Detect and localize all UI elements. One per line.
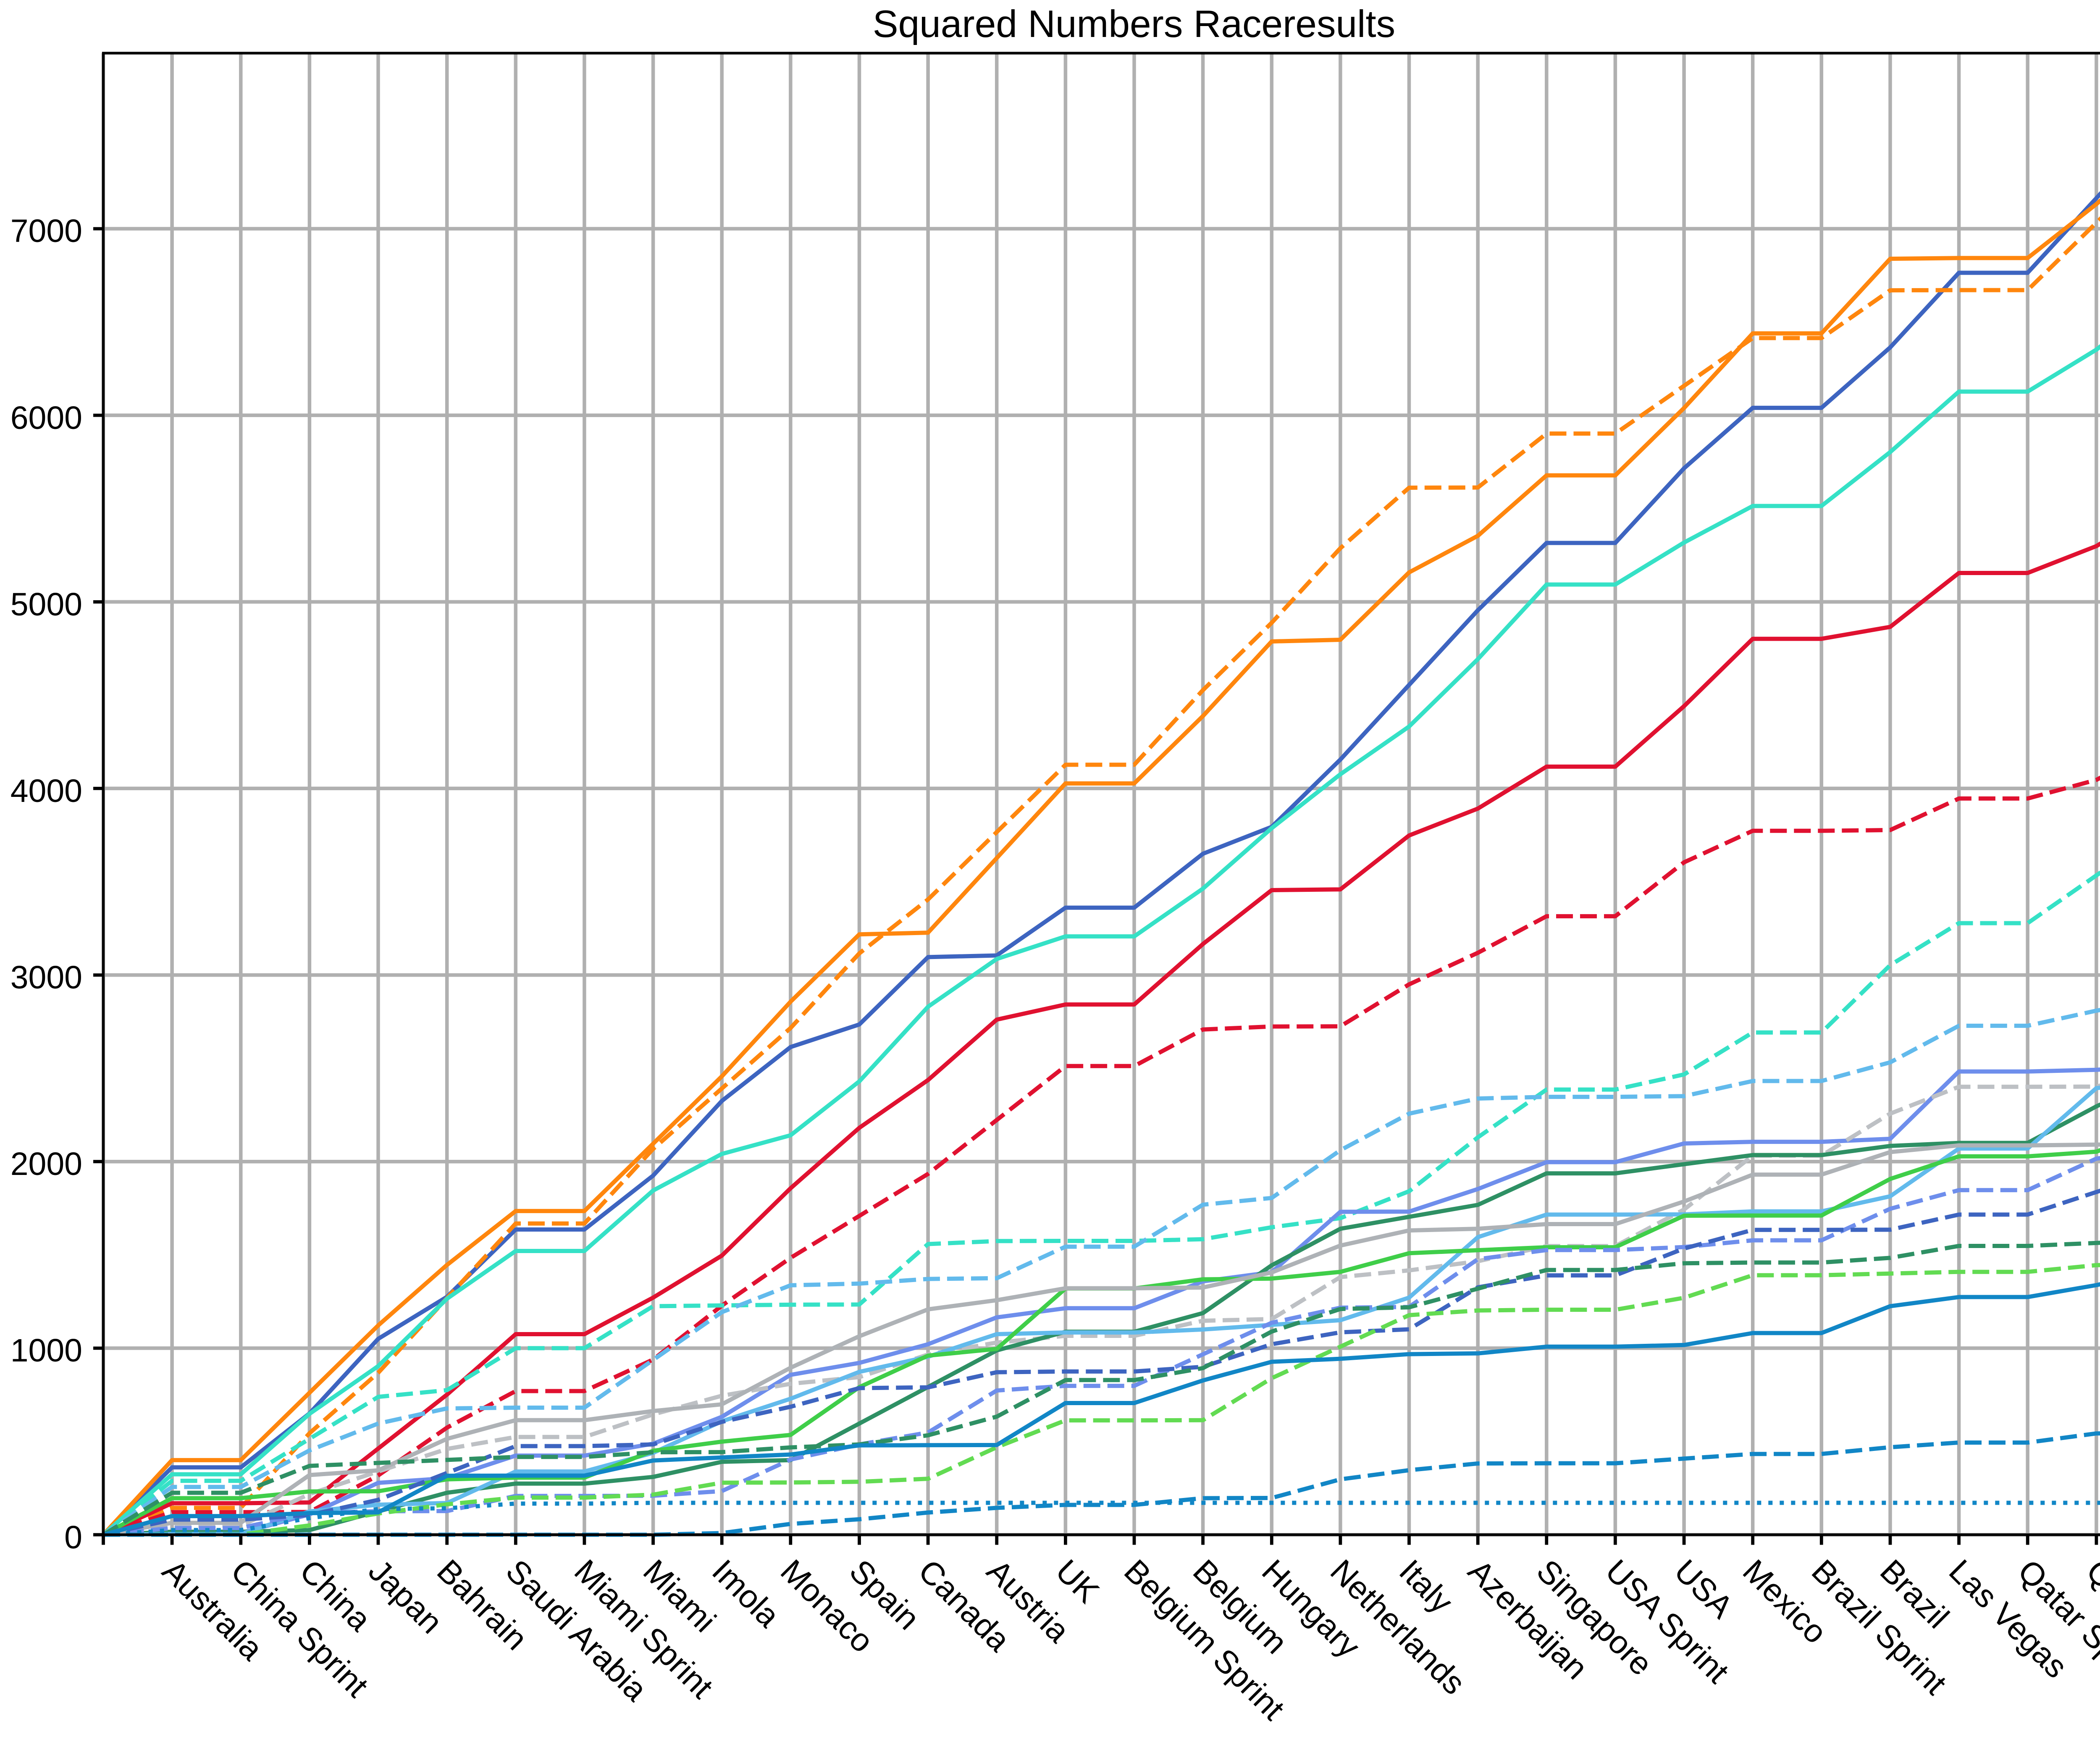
svg-text:7000: 7000 <box>10 213 82 249</box>
svg-text:2000: 2000 <box>10 1146 82 1182</box>
svg-text:3000: 3000 <box>10 959 82 996</box>
svg-text:Squared Numbers Raceresults: Squared Numbers Raceresults <box>873 3 1395 45</box>
svg-text:1000: 1000 <box>10 1332 82 1369</box>
svg-text:5000: 5000 <box>10 586 82 623</box>
svg-text:0: 0 <box>64 1519 82 1556</box>
svg-text:6000: 6000 <box>10 400 82 436</box>
svg-text:4000: 4000 <box>10 773 82 809</box>
